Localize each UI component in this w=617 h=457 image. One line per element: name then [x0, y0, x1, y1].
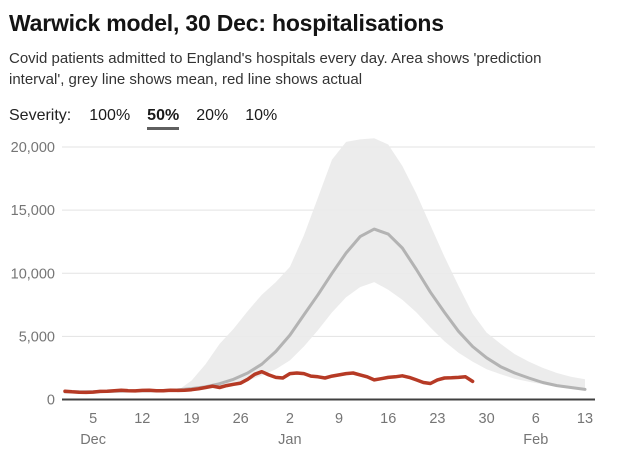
severity-label: Severity: [9, 107, 72, 124]
prediction-interval-area [177, 138, 585, 393]
y-tick-label-5000: 5,000 [19, 329, 55, 345]
y-tick-label-15000: 15,000 [11, 203, 55, 219]
x-tick-label-5: 5 [89, 411, 97, 427]
actual-line [63, 369, 475, 395]
chart-area: 0 5,000 10,000 15,000 20,000 5 12 19 26 2 9 16 23 30 6… [0, 132, 617, 454]
x-tick-label-9: 9 [335, 411, 343, 427]
month-label-Feb: Feb [523, 432, 548, 448]
y-tick-label-0: 0 [47, 393, 55, 409]
severity-option-100[interactable]: 100% [89, 107, 131, 124]
x-tick-label-23: 23 [429, 411, 445, 427]
x-tick-label-30: 30 [479, 411, 495, 427]
severity-selector: Severity: 100% 50% 20% 10% [9, 107, 607, 130]
y-tick-label-10000: 10,000 [11, 266, 55, 282]
x-tick-label-6: 6 [532, 411, 540, 427]
x-tick-label-13: 13 [577, 411, 593, 427]
x-tick-label-16: 16 [380, 411, 396, 427]
y-tick-label-20000: 20,000 [11, 140, 55, 156]
severity-options: 100% 50% 20% 10% [89, 107, 277, 130]
month-label-Dec: Dec [80, 432, 106, 448]
x-tick-label-2: 2 [286, 411, 294, 427]
severity-option-10[interactable]: 10% [245, 107, 278, 124]
month-label-Jan: Jan [278, 432, 301, 448]
x-tick-label-19: 19 [183, 411, 199, 427]
x-tick-label-26: 26 [233, 411, 249, 427]
chart-svg: 0 5,000 10,000 15,000 20,000 5 12 19 26 2 9 16 23 30 6… [11, 138, 595, 448]
x-tick-label-12: 12 [134, 411, 150, 427]
chart-subtitle: Covid patients admitted to England's hos… [9, 50, 542, 88]
chart-header: Warwick model, 30 Dec: hospitalisations … [0, 0, 617, 130]
page-title: Warwick model, 30 Dec: hospitalisations [9, 10, 444, 36]
severity-option-50[interactable]: 50% [147, 107, 180, 130]
severity-option-20[interactable]: 20% [196, 107, 229, 124]
